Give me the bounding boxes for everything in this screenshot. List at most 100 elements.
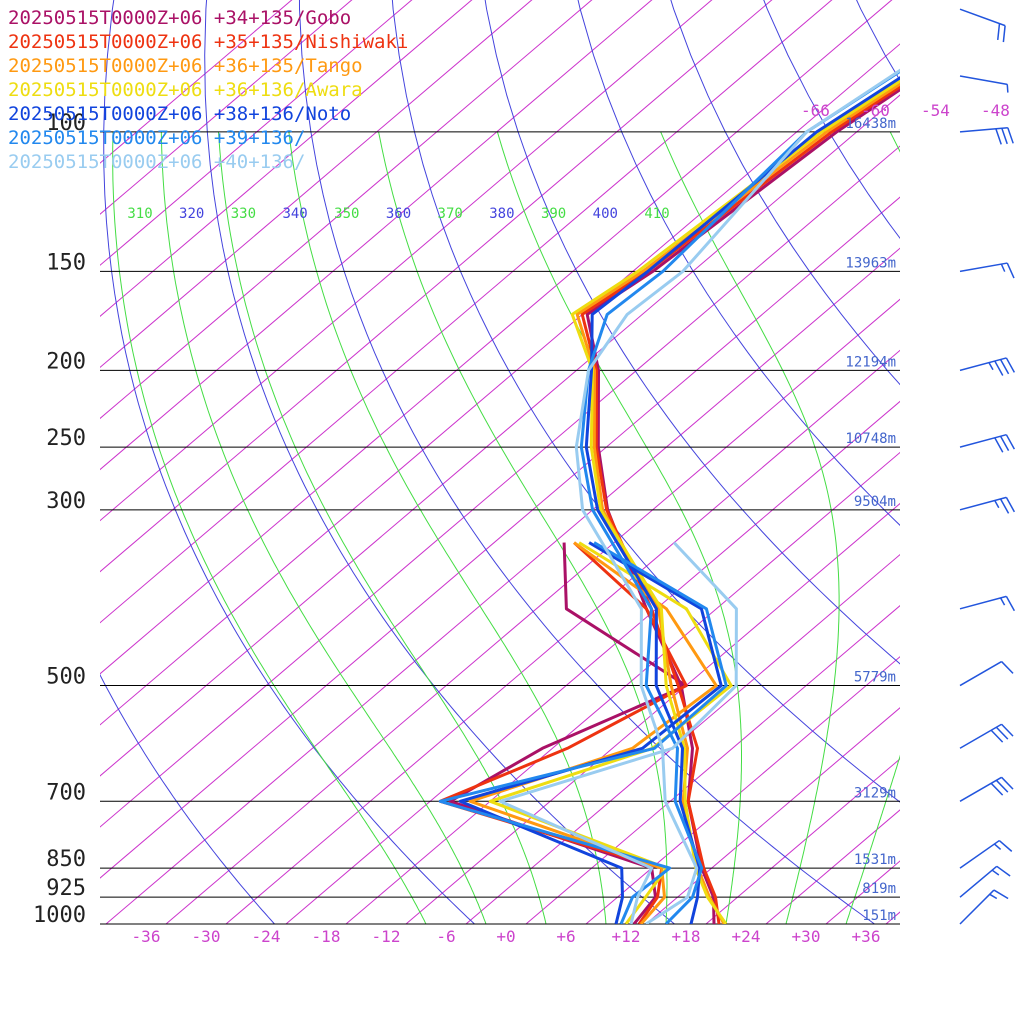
isotherm-line bbox=[285, 400, 900, 924]
dry-adiabat-line bbox=[391, 0, 900, 803]
upper-isotherm-label: -66 bbox=[801, 101, 830, 120]
isotherm-line bbox=[100, 43, 900, 726]
theta-label: 340 bbox=[282, 206, 307, 222]
height-label: 1531m bbox=[854, 852, 896, 868]
temperature-tick-label: -30 bbox=[192, 927, 221, 946]
pressure-label: 850 bbox=[46, 847, 86, 872]
theta-label: 310 bbox=[127, 206, 152, 222]
isotherm-line bbox=[100, 0, 713, 522]
isotherm-line bbox=[885, 911, 900, 924]
dry-adiabat-line bbox=[577, 0, 900, 526]
upper-isotherm-label: -54 bbox=[921, 101, 950, 120]
moist-adiabat-line bbox=[378, 131, 668, 924]
wind-barb bbox=[959, 889, 1009, 925]
temperature-tick-label: -6 bbox=[436, 927, 455, 946]
temperature-tick-label: +18 bbox=[672, 927, 701, 946]
isotherm-line bbox=[225, 349, 900, 924]
theta-label: 330 bbox=[231, 206, 256, 222]
isotherm-line bbox=[525, 605, 900, 924]
isotherm-line bbox=[645, 707, 900, 924]
isotherm-line bbox=[100, 0, 893, 675]
height-label: 9504m bbox=[854, 494, 896, 510]
temperature-tick-label: +36 bbox=[852, 927, 881, 946]
wind-barbs bbox=[959, 8, 1016, 925]
isotherm-line bbox=[100, 0, 413, 266]
pressure-label: 150 bbox=[46, 250, 86, 275]
pressure-label: 925 bbox=[46, 876, 86, 901]
theta-label: 410 bbox=[644, 206, 669, 222]
dewpoint-trace bbox=[448, 542, 688, 924]
wind-barb bbox=[959, 357, 1016, 376]
legend: 20250515T0000Z+06 +34+135/Gobo20250515T0… bbox=[8, 7, 408, 173]
legend-entry: 20250515T0000Z+06 +36+135/Tango bbox=[8, 55, 363, 77]
dry-adiabat-line bbox=[103, 0, 475, 924]
wind-barb bbox=[959, 433, 1016, 453]
wind-barb bbox=[959, 75, 1009, 93]
temperature-tick-label: -24 bbox=[252, 927, 281, 946]
height-label: 819m bbox=[862, 881, 896, 897]
dewpoint-trace bbox=[458, 541, 723, 924]
upper-isotherm-label: -60 bbox=[861, 101, 890, 120]
theta-label: 400 bbox=[593, 206, 618, 222]
temperature-tick-label: -12 bbox=[372, 927, 401, 946]
moist-adiabat-line bbox=[160, 131, 487, 924]
legend-entry: 20250515T0000Z+06 +40+136/ bbox=[8, 151, 305, 173]
theta-label: 350 bbox=[334, 206, 359, 222]
moist-adiabat-line bbox=[112, 131, 427, 924]
height-label: 3129m bbox=[854, 785, 896, 801]
temperature-trace bbox=[574, 68, 900, 924]
temperature-tick-label: -36 bbox=[132, 927, 161, 946]
wind-barb bbox=[959, 865, 1011, 898]
temperature-tick-label: +6 bbox=[556, 927, 575, 946]
height-label: 151m bbox=[862, 908, 896, 924]
dry-adiabat-line bbox=[1016, 0, 1024, 924]
temperature-tick-label: +24 bbox=[732, 927, 761, 946]
isotherm-line bbox=[100, 0, 533, 369]
wind-barb bbox=[959, 126, 1014, 145]
temperature-tick-label: +0 bbox=[496, 927, 515, 946]
pressure-label: 200 bbox=[46, 349, 86, 374]
isotherm-line bbox=[100, 0, 833, 624]
dewpoint-trace bbox=[438, 541, 688, 924]
height-label: 16438m bbox=[845, 116, 896, 132]
height-label: 13963m bbox=[845, 255, 896, 271]
height-label: 12194m bbox=[845, 354, 896, 370]
legend-entry: 20250515T0000Z+06 +35+135/Nishiwaki bbox=[8, 31, 408, 53]
height-label: 10748m bbox=[845, 431, 896, 447]
legend-entry: 20250515T0000Z+06 +38+136/Noto bbox=[8, 103, 351, 125]
isotherm-line bbox=[100, 0, 773, 573]
temperature-trace bbox=[570, 79, 900, 924]
dry-adiabat-line bbox=[298, 0, 875, 924]
wind-barb bbox=[959, 776, 1014, 802]
dewpoint-trace bbox=[498, 541, 738, 924]
wind-barb bbox=[959, 496, 1016, 514]
height-label: 5779m bbox=[854, 670, 896, 686]
isotherm-line bbox=[165, 298, 900, 924]
pressure-label: 500 bbox=[46, 665, 86, 690]
wind-barb bbox=[959, 595, 1016, 612]
temperature-tick-label: +12 bbox=[612, 927, 641, 946]
pressure-label: 1000 bbox=[33, 903, 86, 928]
pressure-label: 100 bbox=[46, 111, 86, 136]
isotherm-line bbox=[705, 758, 900, 924]
theta-label: 320 bbox=[179, 206, 204, 222]
dewpoint-trace bbox=[488, 541, 733, 924]
axis-labels: 100 16438m 150 13963m 200 12194m 250 10748m 300 9… bbox=[33, 101, 1010, 946]
theta-label: 370 bbox=[438, 206, 463, 222]
isotherm-line bbox=[585, 656, 900, 924]
wind-barb bbox=[959, 839, 1013, 869]
pressure-label: 250 bbox=[46, 426, 86, 451]
isotherm-line bbox=[465, 553, 900, 924]
moist-adiabat-line bbox=[845, 131, 900, 924]
moist-adiabat-line bbox=[288, 131, 607, 924]
dry-adiabat-line bbox=[484, 0, 900, 665]
moist-adiabat-line bbox=[496, 131, 742, 924]
wind-barb bbox=[959, 660, 1014, 687]
dry-adiabat-line bbox=[100, 673, 275, 924]
wind-barb bbox=[959, 262, 1015, 279]
legend-entry: 20250515T0000Z+06 +39+136/ bbox=[8, 127, 305, 149]
isotherm-line bbox=[100, 196, 900, 879]
temperature-tick-label: -18 bbox=[312, 927, 341, 946]
